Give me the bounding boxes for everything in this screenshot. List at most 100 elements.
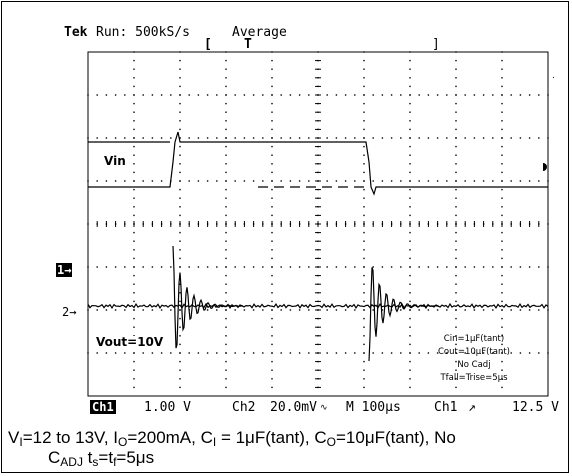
grid-dot [271,197,273,199]
grid-dot [354,352,356,354]
vin-label: Vin [104,154,126,168]
grid-dot [225,378,227,380]
grid-dot [151,309,154,311]
grid-dot [528,137,531,139]
grid-dot [271,68,273,70]
note-cin: Cin=1μF(tant) [443,334,505,344]
grid-dot [409,386,411,389]
grid-dot [151,266,154,268]
grid-dot [225,120,227,122]
grid-dot [363,214,365,217]
grid-dot [455,94,457,96]
grid-dot [151,137,154,139]
grid-dot [335,137,338,139]
grid-dot [409,163,411,165]
grid-dot [271,94,273,96]
grid-dot [381,309,384,311]
grid-dot [225,317,227,320]
grid-dot [501,309,503,311]
grid-dot [538,94,540,96]
ch2-bw-icon: ∿ [320,403,328,413]
grid-dot [133,111,135,113]
grid-dot [179,94,181,96]
grid-dot [179,154,181,156]
vout-label: Vout=10V [96,335,164,349]
grid-dot [473,266,476,268]
grid-dot [455,343,457,346]
grid-dot [501,171,503,174]
grid-dot [409,369,411,371]
grid-dot [133,68,135,70]
grid-dot [225,145,227,148]
grid-dot [271,85,273,88]
grid-dot [179,309,181,311]
trigger-level: 12.5 V [512,400,559,415]
grid-dot [409,188,411,191]
grid-dot [124,180,126,182]
grid-dot [225,137,227,139]
grid-dot [271,102,273,105]
grid-dot [335,94,338,96]
grid-dot [519,352,522,354]
grid-dot [409,59,411,62]
grid-dot [501,128,503,131]
ch2-scale: 20.0mV [270,400,317,415]
grid-dot [271,249,273,251]
grid-dot [179,378,181,380]
grid-dot [390,94,393,96]
grid-dot [427,309,430,311]
grid-dot [225,214,227,217]
grid-dot [188,137,190,139]
test-conditions-note: Cin=1μF(tant) Cout=10μF(tant) No Cadj Tf… [426,333,522,385]
ch2-label: Ch2 [232,400,256,415]
scope-acq-mode: Average [232,25,287,40]
grid-dot [308,94,310,96]
grid-dot [363,206,365,208]
grid-dot [298,137,301,139]
grid-dot [501,214,503,217]
grid-dot [547,352,549,354]
grid-dot [262,266,264,268]
grid-dot [409,317,411,320]
grid-dot [510,352,512,354]
grid-dot [372,180,374,182]
grid-dot [179,180,181,182]
grid-dot [436,266,439,268]
grid-dot [225,240,227,242]
grid-dot [179,85,181,88]
grid-dot [363,163,365,165]
grid-dot [197,94,200,96]
grid-dot [501,274,503,277]
grid-dot [114,180,117,182]
grid-dot [409,335,411,337]
grid-dot [124,352,126,354]
grid-dot [197,352,200,354]
grid-dot [409,77,411,79]
grid-dot [492,180,494,182]
grid-dot [344,137,347,139]
grid-dot [262,180,264,182]
grid-dot [381,266,384,268]
grid-dot [501,77,503,79]
grid-dot [308,309,310,311]
grid-dot [133,326,135,328]
grid-dot [133,188,135,191]
grid-dot [501,94,503,96]
grid-dot [133,240,135,242]
grid-dot [234,309,236,311]
grid-dot [409,266,411,268]
grid-dot [446,180,448,182]
grid-dot [179,326,181,328]
grid-dot [519,266,522,268]
grid-dot [124,137,126,139]
grid-dot [225,85,227,88]
grid-dot [179,68,181,70]
grid-dot [308,352,310,354]
grid-dot [446,309,448,311]
grid-dot [418,309,420,311]
grid-dot [363,352,365,354]
grid-dot [409,257,411,260]
grid-dot [271,352,273,354]
grid-dot [363,257,365,260]
grid-dot [455,102,457,105]
